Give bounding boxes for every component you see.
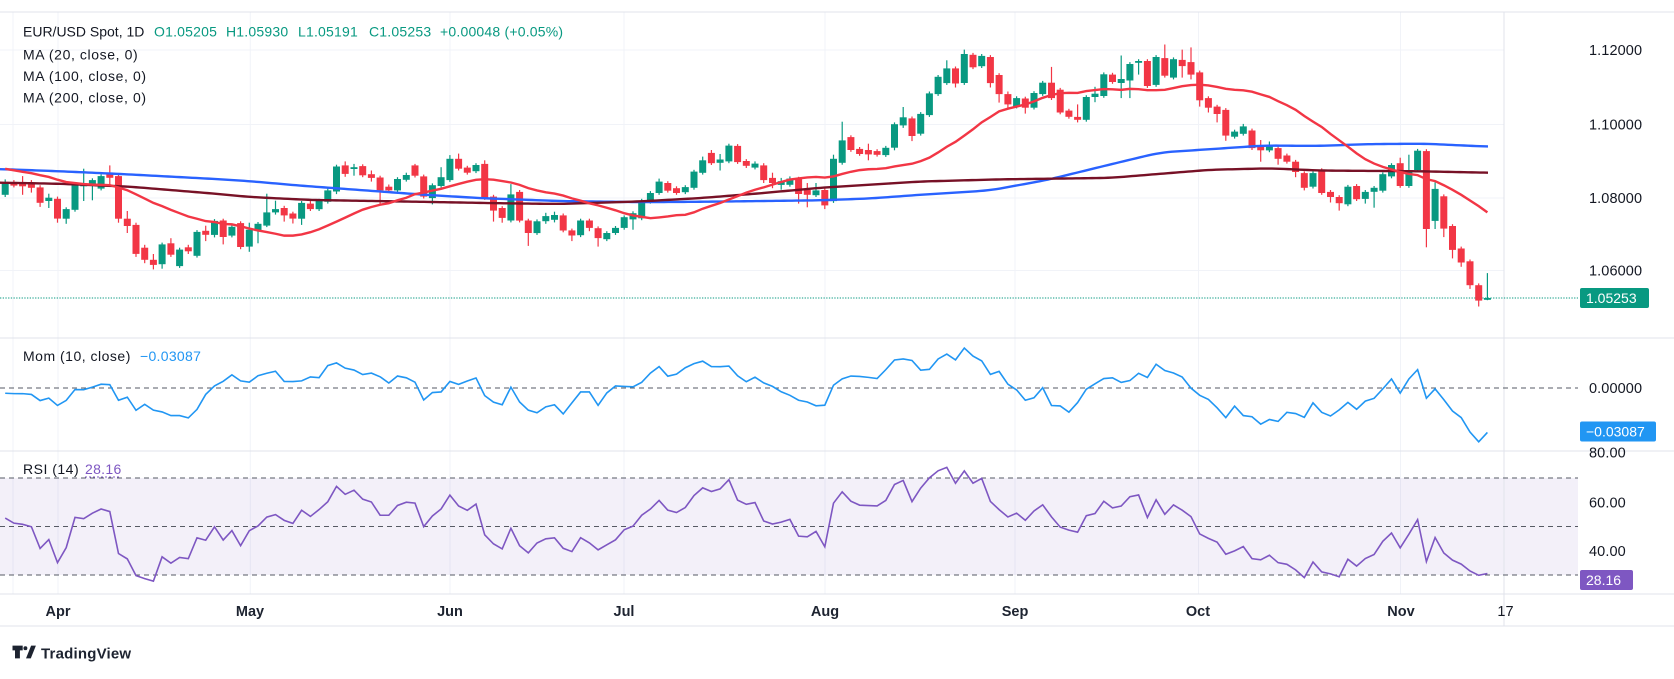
svg-text:1.12000: 1.12000 [1589,43,1642,59]
svg-text:−0.03087: −0.03087 [1586,424,1645,440]
svg-text:80.00: 80.00 [1589,446,1626,462]
svg-text:Jun: Jun [437,604,463,620]
svg-text:MA (200, close, 0): MA (200, close, 0) [23,90,147,106]
svg-text:60.00: 60.00 [1589,496,1626,512]
svg-text:0.00000: 0.00000 [1589,381,1642,397]
svg-text:1.08000: 1.08000 [1589,191,1642,207]
svg-text:Nov: Nov [1387,604,1414,620]
svg-text:+0.00048 (+0.05%): +0.00048 (+0.05%) [440,24,563,40]
svg-text:H1.05930: H1.05930 [226,24,288,40]
svg-text:Sep: Sep [1002,604,1029,620]
svg-text:EUR/USD Spot, 1D: EUR/USD Spot, 1D [23,24,144,40]
svg-text:1.10000: 1.10000 [1589,118,1642,134]
svg-text:Mom (10, close): Mom (10, close) [23,348,131,364]
svg-text:Oct: Oct [1186,604,1210,620]
svg-text:O1.05205: O1.05205 [154,24,217,40]
svg-text:28.16: 28.16 [85,461,122,477]
svg-text:TradingView: TradingView [41,646,131,663]
svg-text:Jul: Jul [614,604,635,620]
svg-text:1.06000: 1.06000 [1589,264,1642,280]
svg-text:−0.03087: −0.03087 [140,348,201,364]
svg-text:17: 17 [1497,604,1513,620]
svg-text:May: May [236,604,264,620]
svg-text:Apr: Apr [46,604,71,620]
svg-text:Aug: Aug [811,604,839,620]
svg-text:MA (100, close, 0): MA (100, close, 0) [23,68,147,84]
svg-text:28.16: 28.16 [1586,572,1621,588]
svg-text:RSI (14): RSI (14) [23,461,79,477]
svg-text:L1.05191: L1.05191 [298,24,358,40]
svg-text:40.00: 40.00 [1589,544,1626,560]
svg-text:C1.05253: C1.05253 [369,24,431,40]
svg-text:MA (20, close, 0): MA (20, close, 0) [23,47,138,63]
svg-text:1.05253: 1.05253 [1586,290,1637,306]
